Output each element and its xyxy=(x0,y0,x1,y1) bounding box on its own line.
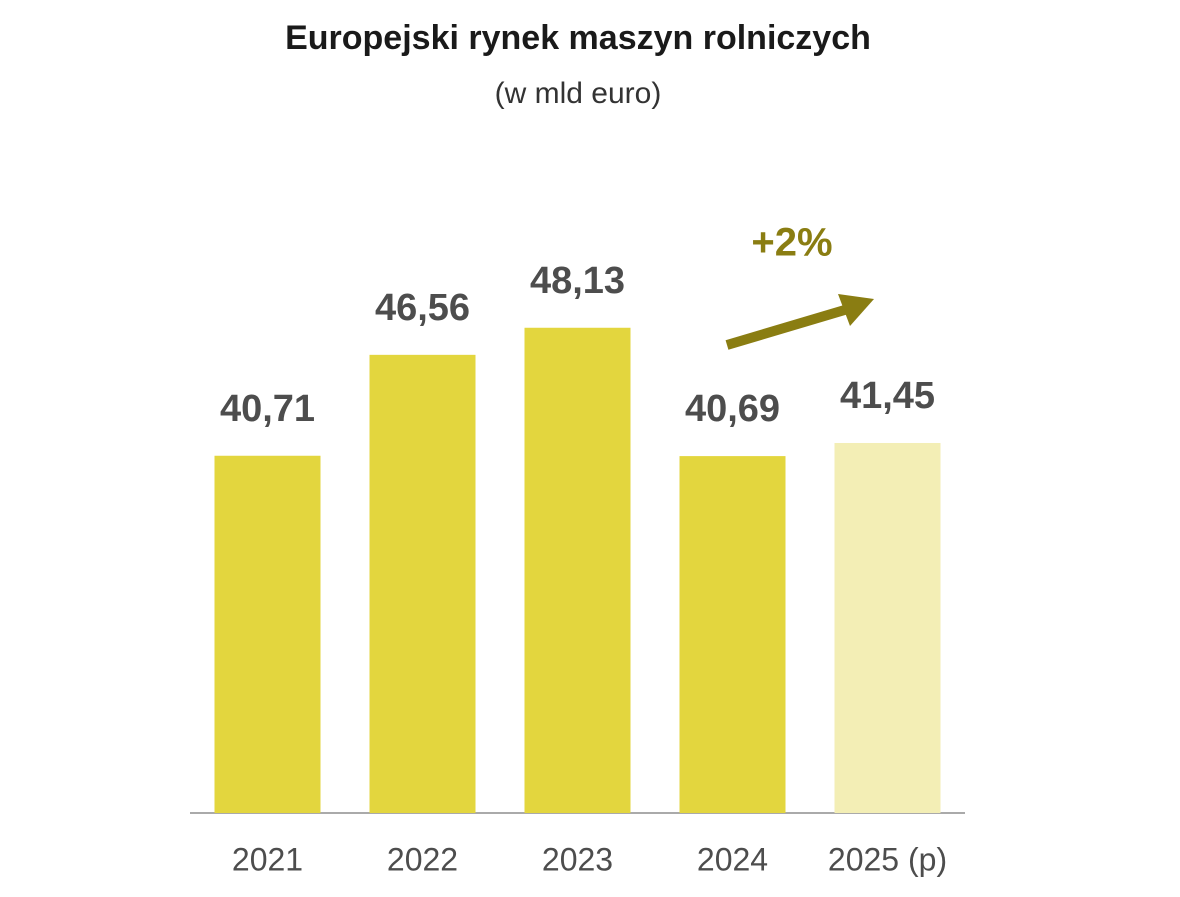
x-tick-label: 2025 (p) xyxy=(828,841,947,877)
value-label: 40,69 xyxy=(685,388,780,430)
annotation: +2% xyxy=(751,221,832,265)
arrow-shaft xyxy=(725,304,850,350)
value-label: 46,56 xyxy=(375,287,470,329)
bar xyxy=(369,354,476,813)
x-tick-label: 2023 xyxy=(542,841,613,877)
value-label: 41,45 xyxy=(840,375,935,417)
x-tick-label: 2024 xyxy=(697,841,768,877)
bar xyxy=(834,442,941,813)
trend-arrow xyxy=(725,294,874,350)
value-label: 48,13 xyxy=(530,260,625,302)
bar xyxy=(214,455,321,813)
bar xyxy=(679,456,786,813)
x-tick-label: 2022 xyxy=(387,841,458,877)
value-label: 40,71 xyxy=(220,388,315,430)
chart-subtitle: (w mld euro) xyxy=(495,77,662,110)
chart-title: Europejski rynek maszyn rolniczych xyxy=(285,19,871,57)
arrow-head xyxy=(838,294,874,326)
x-tick-label: 2021 xyxy=(232,841,303,877)
bar xyxy=(524,327,631,813)
